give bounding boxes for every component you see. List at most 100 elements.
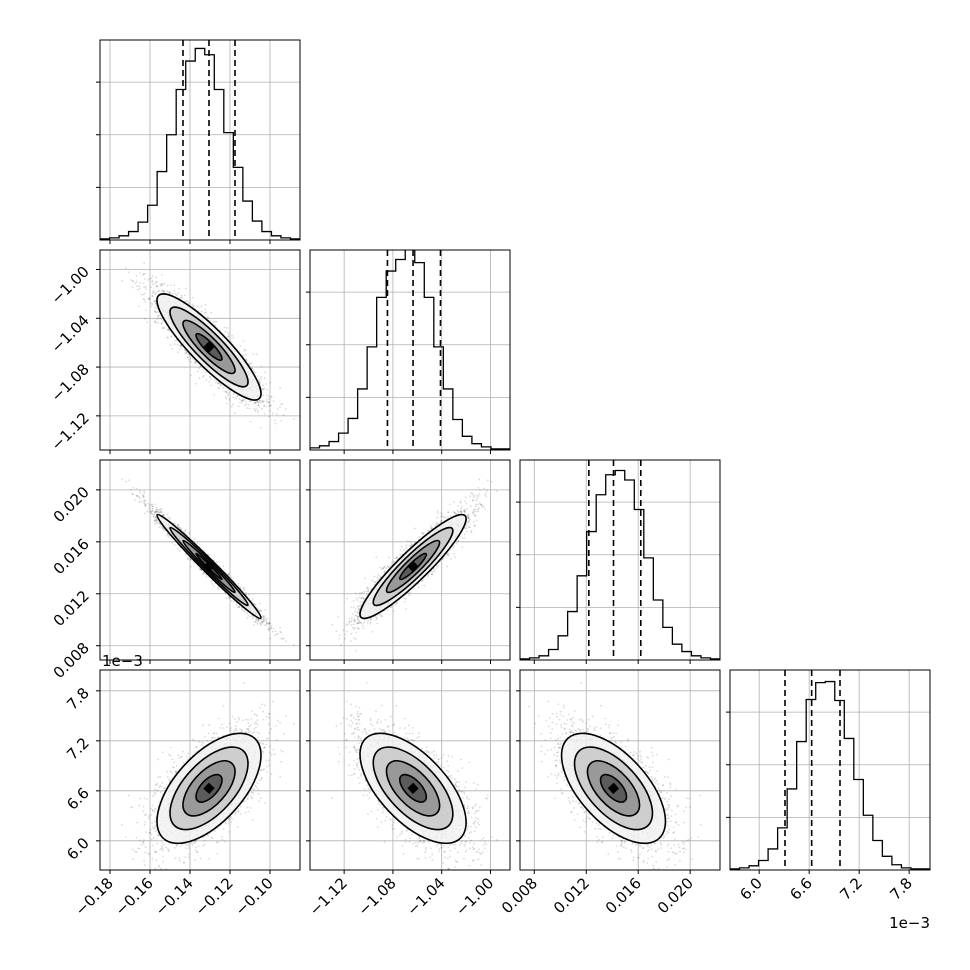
sample-point [188, 302, 190, 305]
sample-point [224, 330, 227, 333]
sample-point [241, 399, 244, 401]
sample-point [169, 284, 172, 287]
sample-point [181, 296, 183, 299]
sample-point [244, 404, 246, 407]
sample-point [142, 495, 145, 498]
sample-point [151, 280, 153, 283]
sample-point [186, 558, 189, 561]
sample-point [184, 349, 187, 352]
sample-point [188, 531, 191, 534]
sample-point [251, 367, 254, 370]
sample-point [241, 401, 244, 404]
sample-point [282, 414, 285, 416]
sample-point [155, 276, 158, 279]
sample-point [247, 593, 250, 596]
sample-point [148, 277, 151, 280]
panel-1-1 [306, 249, 511, 454]
sample-point [267, 628, 270, 631]
sample-point [241, 608, 244, 611]
sample-point [178, 287, 181, 290]
sample-point [157, 511, 160, 514]
sample-point [254, 401, 257, 404]
sample-point [154, 306, 156, 309]
sample-point [169, 292, 172, 295]
sample-point [149, 509, 152, 512]
sample-point [275, 633, 278, 636]
sample-point [160, 510, 163, 513]
sample-point [225, 390, 228, 393]
sample-point [261, 400, 264, 402]
sample-point [154, 520, 156, 523]
sample-point [265, 398, 268, 401]
sample-point [150, 511, 153, 513]
sample-point [257, 404, 260, 407]
sample-point [257, 404, 260, 407]
sample-point [160, 282, 163, 285]
sample-point [254, 410, 257, 412]
sample-point [259, 621, 262, 624]
sample-point [212, 320, 215, 323]
sample-point [216, 382, 219, 385]
sample-point [256, 400, 259, 403]
sample-point [161, 327, 164, 330]
sample-point [163, 282, 166, 285]
y-tick-label: −1.08 [48, 360, 93, 405]
sample-point [154, 516, 157, 519]
sample-point [267, 400, 270, 403]
sample-point [262, 616, 265, 619]
sample-point [143, 286, 146, 288]
sample-point [156, 519, 159, 522]
sample-point [162, 513, 165, 516]
sample-point [242, 586, 245, 589]
sample-point [167, 536, 170, 538]
sample-point [204, 308, 206, 311]
sample-point [144, 502, 146, 505]
sample-point [127, 479, 130, 482]
sample-point [302, 650, 304, 652]
sample-point [225, 597, 228, 600]
sample-point [152, 292, 154, 294]
sample-point [151, 295, 154, 298]
sample-point [223, 326, 226, 329]
sample-point [157, 311, 160, 313]
sample-point [143, 499, 146, 501]
sample-point [187, 353, 189, 355]
sample-point [202, 368, 205, 371]
sample-point [239, 586, 242, 589]
sample-point [177, 547, 179, 550]
sample-point [219, 329, 222, 332]
sample-point [147, 511, 150, 513]
sample-point [279, 386, 282, 389]
sample-point [137, 288, 139, 291]
sample-point [270, 626, 272, 629]
sample-point [210, 311, 213, 314]
sample-point [124, 267, 127, 270]
sample-point [203, 312, 206, 314]
sample-point [187, 356, 189, 359]
panel-0-0 [96, 39, 301, 244]
sample-point [249, 420, 252, 423]
sample-point [141, 274, 144, 277]
sample-point [259, 602, 262, 605]
sample-point [204, 311, 207, 314]
sample-point [146, 321, 148, 324]
sample-point [230, 599, 233, 602]
sample-point [193, 537, 196, 540]
sample-point [154, 516, 157, 518]
sample-point [180, 294, 183, 297]
sample-point [236, 395, 239, 398]
sample-point [197, 310, 200, 312]
sample-point [149, 298, 152, 300]
sample-point [143, 500, 146, 503]
sample-point [198, 367, 201, 370]
sample-point [269, 637, 271, 640]
sample-point [144, 277, 146, 280]
sample-point [240, 400, 243, 402]
sample-point [138, 287, 141, 290]
contour-line [156, 293, 262, 401]
sample-point [268, 409, 271, 412]
sample-point [276, 407, 279, 410]
sample-point [153, 291, 156, 294]
sample-point [158, 314, 161, 317]
